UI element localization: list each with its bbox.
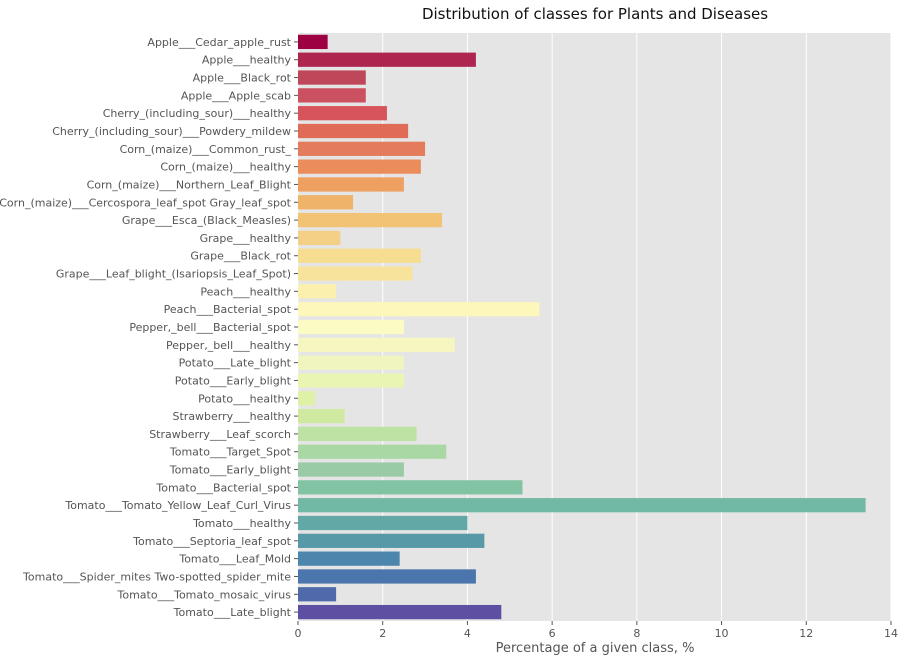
y-tick-label: Grape___Black_rot — [190, 250, 291, 263]
bar — [298, 123, 409, 139]
y-tick-label: Tomato___healthy — [192, 517, 291, 530]
bar — [298, 88, 366, 103]
y-tick-label: Potato___Early_blight — [175, 374, 292, 387]
y-tick-label: Tomato___Tomato_Yellow_Leaf_Curl_Virus — [64, 499, 291, 512]
x-axis-label: Percentage of a given class, % — [496, 641, 695, 656]
y-tick-label: Tomato___Bacterial_spot — [155, 481, 291, 494]
bar — [298, 355, 404, 370]
bar — [298, 426, 417, 442]
chart-title: Distribution of classes for Plants and D… — [422, 5, 768, 23]
y-tick-label: Corn_(maize)___Common_rust_ — [120, 143, 292, 156]
y-tick-label: Tomato___Target_Spot — [169, 446, 292, 459]
y-tick-label: Pepper,_bell___healthy — [166, 339, 291, 352]
x-tick-label: 2 — [379, 627, 386, 640]
y-tick-label: Tomato___Tomato_mosaic_virus — [117, 588, 292, 601]
bar — [298, 480, 523, 495]
bar — [298, 302, 540, 317]
y-tick-label: Potato___healthy — [198, 392, 291, 405]
y-tick-label: Grape___Esca_(Black_Measles) — [122, 214, 291, 227]
bar — [298, 444, 447, 459]
y-tick-label: Apple___healthy — [202, 54, 292, 67]
bar — [298, 515, 468, 531]
y-tick-label: Pepper,_bell___Bacterial_spot — [129, 321, 291, 334]
bar — [298, 587, 337, 602]
x-tick-label: 0 — [295, 627, 302, 640]
y-tick-label: Grape___healthy — [200, 232, 292, 245]
x-tick-label: 8 — [633, 627, 640, 640]
bar — [298, 248, 421, 263]
bar — [298, 391, 315, 406]
y-tick-label: Grape___Leaf_blight_(Isariopsis_Leaf_Spo… — [56, 268, 291, 281]
y-tick-label: Corn_(maize)___healthy — [160, 161, 291, 174]
bar — [298, 141, 426, 156]
y-tick-label: Corn_(maize)___Cercospora_leaf_spot Gray… — [0, 196, 292, 209]
y-tick-labels: Apple___Cedar_apple_rust Apple___healthy A… — [0, 36, 298, 619]
bar — [298, 106, 387, 121]
y-tick-label: Peach___healthy — [200, 285, 291, 298]
y-tick-label: Apple___Apple_scab — [181, 89, 291, 102]
x-tick-label: 6 — [549, 627, 556, 640]
y-tick-label: Tomato___Late_blight — [173, 606, 292, 619]
x-tick-label: 12 — [799, 627, 813, 640]
bars — [298, 34, 866, 620]
y-tick-label: Strawberry___healthy — [173, 410, 292, 423]
bar — [298, 319, 404, 335]
y-tick-label: Potato___Late_blight — [179, 357, 292, 370]
x-tick-label: 10 — [715, 627, 729, 640]
bar — [298, 195, 354, 210]
bar — [298, 230, 341, 246]
bar — [298, 159, 421, 174]
bar — [298, 34, 328, 50]
bar — [298, 551, 400, 566]
bar — [298, 462, 404, 477]
y-tick-label: Apple___Cedar_apple_rust — [147, 36, 291, 49]
y-tick-label: Apple___Black_rot — [193, 72, 292, 85]
x-tick-label: 14 — [884, 627, 898, 640]
bar — [298, 266, 413, 281]
bar — [298, 373, 404, 388]
y-tick-label: Cherry_(including_sour)___healthy — [103, 107, 292, 120]
y-tick-label: Tomato___Spider_mites Two-spotted_spider… — [22, 570, 291, 583]
bar — [298, 498, 866, 513]
bar — [298, 212, 443, 228]
bar — [298, 569, 476, 584]
y-tick-label: Peach___Bacterial_spot — [164, 303, 292, 316]
bar — [298, 408, 345, 424]
x-tick-labels: 0 2 4 6 8 10 12 14 — [295, 621, 898, 640]
bar — [298, 533, 485, 548]
bar — [298, 284, 337, 299]
y-tick-label: Corn_(maize)___Northern_Leaf_Blight — [87, 178, 292, 191]
bar — [298, 52, 476, 67]
y-tick-label: Tomato___Septoria_leaf_spot — [132, 535, 292, 548]
bar — [298, 70, 366, 85]
y-tick-label: Tomato___Leaf_Mold — [178, 553, 291, 566]
y-tick-label: Tomato___Early_blight — [169, 464, 292, 477]
y-tick-label: Cherry_(including_sour)___Powdery_mildew — [52, 125, 291, 138]
bar — [298, 337, 455, 352]
bar — [298, 604, 502, 620]
y-tick-label: Strawberry___Leaf_scorch — [149, 428, 291, 441]
x-tick-label: 4 — [464, 627, 471, 640]
bar — [298, 177, 404, 192]
